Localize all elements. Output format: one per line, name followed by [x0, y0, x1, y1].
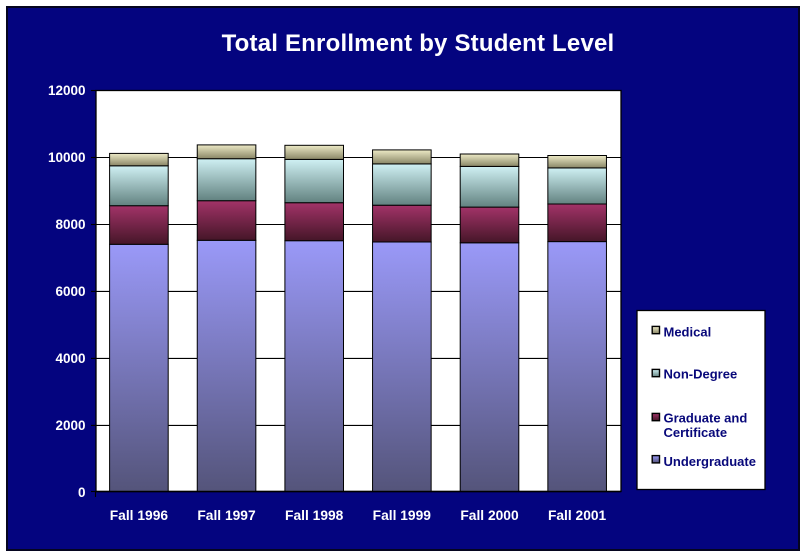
svg-text:8000: 8000	[55, 217, 85, 232]
svg-text:Certificate: Certificate	[664, 425, 728, 440]
svg-text:Total Enrollment by Student Le: Total Enrollment by Student Level	[222, 30, 615, 57]
svg-text:Undergraduate: Undergraduate	[664, 454, 756, 469]
svg-text:Fall 1997: Fall 1997	[197, 508, 256, 523]
svg-text:Fall 1999: Fall 1999	[373, 508, 432, 523]
svg-text:Graduate and: Graduate and	[664, 410, 748, 425]
svg-text:Medical: Medical	[664, 324, 712, 339]
svg-text:2000: 2000	[55, 418, 85, 433]
svg-text:Fall 2001: Fall 2001	[548, 508, 607, 523]
svg-text:6000: 6000	[55, 284, 85, 299]
svg-text:Fall 1998: Fall 1998	[285, 508, 344, 523]
svg-text:10000: 10000	[48, 150, 86, 165]
svg-text:Fall 1996: Fall 1996	[110, 508, 169, 523]
svg-text:Fall 2000: Fall 2000	[460, 508, 519, 523]
svg-text:4000: 4000	[55, 351, 85, 366]
svg-text:0: 0	[78, 485, 86, 500]
svg-text:Non-Degree: Non-Degree	[664, 367, 738, 382]
svg-text:12000: 12000	[48, 83, 86, 98]
